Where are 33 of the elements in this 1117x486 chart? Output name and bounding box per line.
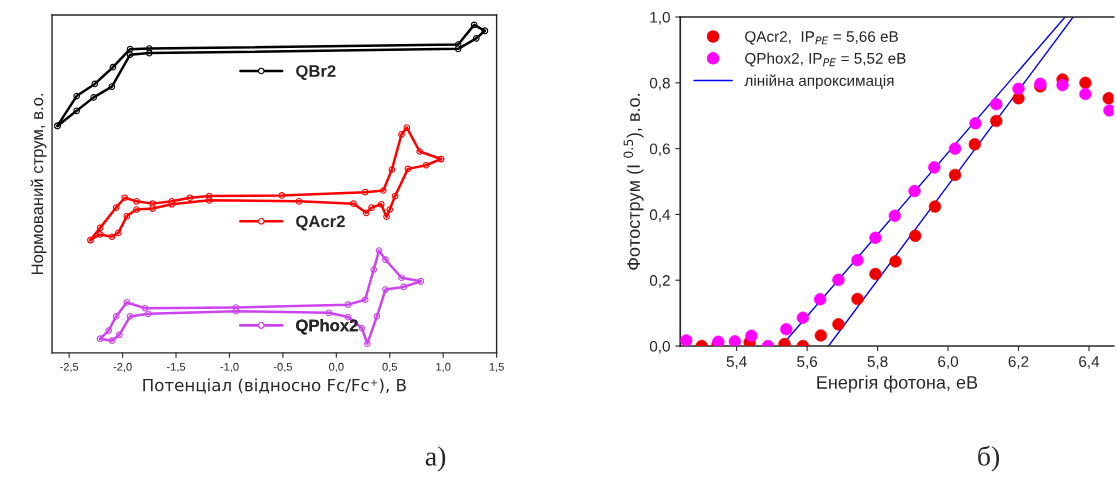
x-tick-label: 1,5	[489, 362, 504, 373]
text: б)	[978, 445, 1000, 472]
x-axis-title: Потенціал (відносно Fc/Fc⁺), В	[143, 378, 406, 394]
y-tick-label: 0,2	[649, 275, 670, 288]
x-tick-label: -0,5	[273, 362, 292, 373]
x-tick-label: -2,0	[113, 362, 132, 373]
x-tick-label: 6,4	[1079, 356, 1100, 369]
y-tick-label: 1,0	[650, 11, 670, 25]
x-tick-label: 5,4	[726, 356, 747, 369]
y-axis-title: Фотострум (I $^{0.5}$), в.о.	[623, 94, 644, 270]
x-tick-label: -1,0	[220, 362, 239, 373]
y-tick-label: 0,0	[649, 340, 670, 354]
x-tick-label: 0,0	[329, 362, 344, 373]
x-tick-label: 0,5	[382, 362, 398, 373]
legend-label: QPhox2, IP$_{PE}$ = 5,52 еВ	[745, 52, 906, 67]
x-tick-label: -1,5	[166, 362, 186, 373]
x-tick-label: 5,8	[867, 356, 888, 369]
x-tick-label: -2,5	[60, 362, 79, 373]
legend-label: QAcr2	[296, 215, 345, 231]
legend-label: QBr2	[296, 65, 336, 81]
legend-label: лінійна апроксимація	[744, 74, 894, 90]
legend-label: QAcr2, IP$_{PE}$ = 5,66 еВ	[745, 31, 898, 45]
text: а)	[425, 446, 446, 472]
legend-label: QPhox2	[296, 319, 358, 335]
x-axis-title: Енергія фотона, еВ	[817, 375, 978, 393]
y-tick-label: 0,8	[649, 77, 670, 91]
y-axis-title: Нормований струм, в.о.	[30, 93, 47, 275]
x-tick-label: 1,0	[436, 362, 451, 373]
x-tick-label: 5,6	[797, 356, 818, 369]
x-tick-label: 6,2	[1008, 356, 1029, 369]
x-tick-label: 6,0	[938, 356, 959, 369]
y-tick-label: 0,6	[649, 143, 670, 157]
y-tick-label: 0,4	[649, 209, 671, 222]
